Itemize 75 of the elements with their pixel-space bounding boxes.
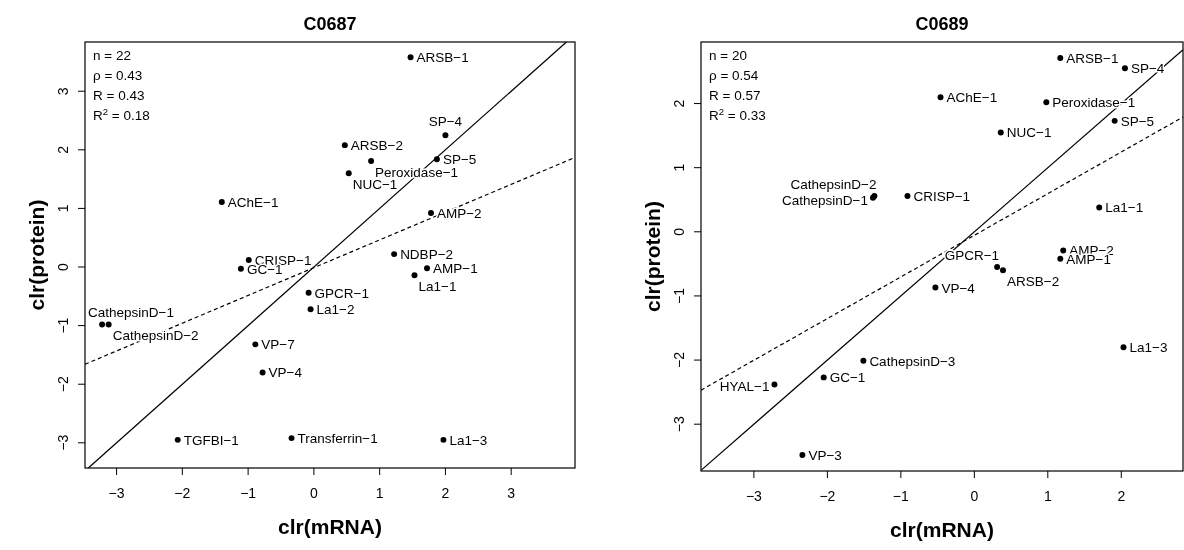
annotation: ρ = 0.43 — [93, 68, 143, 83]
annotation: R = 0.57 — [709, 88, 761, 103]
annotation: NUC−1 — [352, 177, 398, 193]
y-tick-label: 0 — [671, 227, 687, 236]
annotation: HYAL−1 — [719, 379, 770, 395]
y-tick-label: −3 — [671, 416, 687, 433]
annotation: TGFBI−1 — [183, 432, 239, 448]
y-tick-label: 3 — [55, 87, 71, 96]
annotation: AChE−1 — [946, 90, 998, 106]
annotation: ARSB−1 — [1066, 51, 1119, 67]
annotation: SP−5 — [1120, 113, 1155, 129]
annotation: GPCR−1 — [314, 285, 370, 301]
annotation: SP−4 — [428, 114, 463, 130]
y-tick-label: −2 — [55, 376, 71, 393]
annotation: CathepsinD−1 — [88, 305, 174, 321]
annotation: VP−4 — [268, 365, 303, 381]
x-tick-label: −1 — [240, 485, 257, 501]
annotation: La1−3 — [449, 432, 488, 448]
annotation: GPCR−1 — [944, 248, 1000, 264]
annotation: NDBP−2 — [400, 247, 454, 263]
x-tick-label: 2 — [441, 485, 450, 501]
x-axis-title: clr(mRNA) — [278, 515, 382, 538]
annotation: ρ = 0.54 — [709, 68, 759, 83]
y-tick-label: −2 — [671, 351, 687, 369]
x-tick-label: −2 — [819, 488, 836, 504]
annotation: CathepsinD−1 — [782, 192, 868, 208]
y-tick-label: −1 — [55, 317, 71, 334]
y-tick-label: 2 — [55, 145, 71, 154]
x-tick-label: 1 — [375, 485, 384, 501]
y-tick-label: 1 — [671, 163, 687, 172]
annotation: AChE−1 — [227, 194, 279, 210]
y-tick-label: −3 — [55, 434, 71, 451]
annotation: n = 22 — [93, 48, 131, 63]
x-tick-label: −2 — [174, 485, 191, 501]
annotation: n = 20 — [709, 48, 747, 63]
y-tick-label: 1 — [55, 204, 71, 213]
annotation: ARSB−2 — [350, 138, 403, 154]
chart-title: C0687 — [303, 14, 357, 34]
chart-title: C0689 — [915, 14, 969, 34]
annotation: CathepsinD−3 — [869, 353, 956, 369]
annotation: La1−1 — [1105, 200, 1144, 216]
annotation: ARSB−2 — [1006, 274, 1060, 290]
y-axis-title: clr(protein) — [25, 199, 48, 311]
annotation: La1−3 — [1129, 340, 1168, 356]
annotation: CathepsinD−2 — [790, 176, 877, 192]
annotation: VP−7 — [261, 337, 295, 353]
annotation: Transferrin−1 — [297, 431, 378, 447]
x-tick-label: 2 — [1117, 488, 1126, 504]
annotation: CRISP−1 — [913, 188, 971, 204]
annotation: R$^{2}$ = 0.18 — [93, 105, 150, 123]
x-tick-label: −1 — [892, 488, 910, 504]
annotation: CathepsinD−2 — [112, 328, 199, 344]
x-tick-label: −3 — [108, 485, 125, 501]
annotation: SP−5 — [442, 152, 477, 168]
annotation: R = 0.43 — [93, 88, 145, 103]
x-tick-label: 3 — [507, 485, 516, 501]
annotation: GC−1 — [829, 370, 866, 386]
annotation: La1−1 — [418, 279, 457, 295]
x-axis-title: clr(mRNA) — [890, 518, 994, 541]
y-axis-title: clr(protein) — [641, 201, 664, 312]
annotation: AMP−2 — [436, 206, 482, 222]
y-tick-label: −1 — [671, 287, 687, 304]
x-tick-label: 0 — [970, 488, 979, 504]
annotation: ARSB−1 — [416, 50, 469, 66]
x-tick-label: 0 — [309, 485, 318, 501]
annotation: La1−2 — [316, 302, 355, 318]
y-tick-label: 2 — [671, 99, 687, 108]
y-tick-label: 0 — [55, 262, 71, 271]
annotation: NUC−1 — [1006, 125, 1052, 141]
annotation: R$^{2}$ = 0.33 — [709, 105, 766, 123]
annotation: VP−4 — [941, 280, 976, 296]
x-tick-label: −3 — [745, 488, 763, 504]
annotation: VP−3 — [808, 447, 842, 463]
annotation: AMP−1 — [433, 261, 478, 277]
x-tick-label: 1 — [1043, 488, 1052, 504]
